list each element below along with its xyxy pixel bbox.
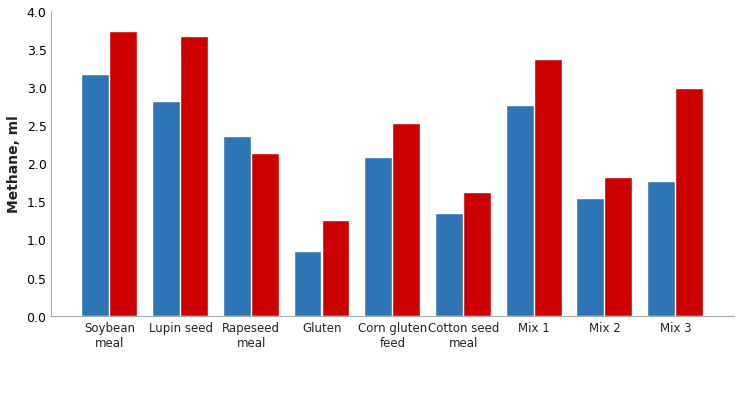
Bar bbox=[82, 76, 109, 316]
Bar bbox=[605, 178, 632, 316]
Bar bbox=[322, 222, 350, 316]
Bar bbox=[436, 214, 463, 316]
Bar bbox=[676, 90, 703, 316]
Bar bbox=[507, 107, 534, 316]
Bar bbox=[181, 38, 208, 316]
Bar bbox=[252, 155, 279, 316]
Bar bbox=[153, 102, 180, 316]
Bar bbox=[535, 61, 562, 316]
Bar bbox=[393, 125, 420, 316]
Bar bbox=[365, 159, 392, 316]
Bar bbox=[110, 32, 137, 316]
Bar bbox=[648, 183, 675, 316]
Bar bbox=[224, 137, 250, 316]
Bar bbox=[464, 194, 491, 316]
Y-axis label: Methane, ml: Methane, ml bbox=[7, 115, 21, 213]
Bar bbox=[577, 200, 605, 316]
Bar bbox=[295, 252, 322, 316]
